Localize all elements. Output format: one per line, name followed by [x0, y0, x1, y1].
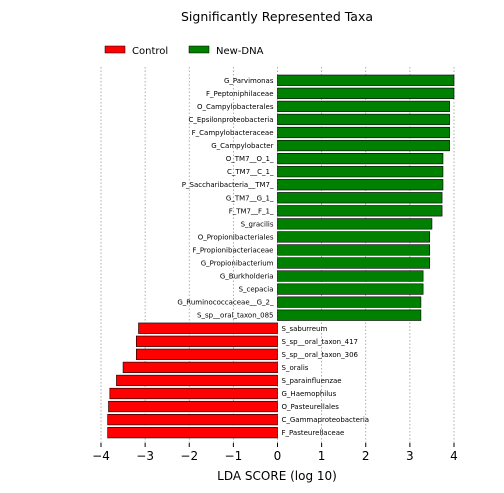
legend-swatch-control — [104, 45, 126, 54]
x-axis: −4 −3 −2 −1 0 1 2 3 4 — [92, 443, 458, 463]
x-tick-label: 2 — [362, 449, 370, 463]
bar-g-parvimonas — [277, 74, 455, 86]
bar-o-tm7-o-1- — [277, 153, 444, 165]
bar-label: F_Campylobacteraceae — [192, 129, 274, 137]
bar-label: F_TM7__F_1_ — [229, 207, 274, 215]
x-tick-label: −1 — [225, 449, 243, 463]
bar-c-tm7-c-1- — [277, 166, 444, 178]
bar-f-propionibacteriaceae — [277, 244, 431, 256]
x-axis-label: LDA SCORE (log 10) — [217, 469, 337, 483]
bar-label: S_parainfluenzae — [282, 377, 342, 385]
bar-label: S_saburreum — [282, 325, 328, 333]
bar-label: G_Campylobacter — [211, 142, 273, 150]
bar-label: S_sp__oral_taxon_306 — [282, 351, 359, 359]
bar-label: S_oralis — [282, 364, 309, 372]
legend-label-control: Control — [132, 46, 168, 57]
bar-s-oralis — [122, 361, 278, 374]
bar-f-campylobacteraceae — [277, 126, 450, 139]
bar-g-burkholderia — [277, 270, 424, 282]
bar-label: O_Propionibacteriales — [198, 233, 274, 241]
x-tick-label: −4 — [92, 449, 110, 463]
legend: Control New-DNA — [104, 45, 264, 57]
bar-s-parainfluenzae — [116, 374, 278, 387]
bar-f-tm7-f-1- — [277, 205, 443, 217]
bar-o-pasteurellales — [108, 400, 278, 413]
legend-swatch-new-dna — [188, 45, 210, 54]
bar-label: F_Pasteurellaceae — [282, 429, 345, 437]
x-tick-label: 4 — [450, 449, 458, 463]
bar-s-sp-oral-taxon-306 — [136, 348, 278, 360]
bar-label: S_sp__oral_taxon_085 — [197, 312, 273, 320]
bar-label: S_gracilis — [241, 220, 274, 228]
bar-f-pasteurellaceae — [107, 427, 278, 439]
bar-s-sp-oral-taxon-417 — [136, 335, 278, 347]
bar-label: C_Gammaproteobacteria — [282, 416, 370, 424]
legend-label-new-dna: New-DNA — [216, 46, 264, 57]
bar-s-sp-oral-taxon-085 — [277, 309, 422, 321]
bar-label: O_Pasteurellales — [282, 403, 340, 411]
bar-g-haemophilus — [109, 387, 278, 400]
bar-c-gammaproteobacteria — [107, 413, 278, 426]
bar-g-campylobacter — [277, 139, 450, 152]
bar-label: G_Propionibacterium — [201, 260, 274, 268]
bar-g-tm7-g-1- — [277, 192, 443, 204]
chart-title: Significantly Represented Taxa — [181, 9, 373, 24]
bar-label: F_Propionibacteriaceae — [192, 246, 273, 254]
x-tick-label: 3 — [406, 449, 414, 463]
bar-label: C_TM7__C_1_ — [227, 168, 274, 176]
x-tick-label: 1 — [318, 449, 326, 463]
bar-label: S_sp__oral_taxon_417 — [282, 338, 358, 346]
bar-o-propionibacteriales — [277, 231, 431, 243]
bars — [107, 74, 455, 439]
x-tick-label: −3 — [136, 449, 154, 463]
bar-c-epsilonproteobacteria — [277, 113, 450, 126]
bar-label: G_Burkholderia — [220, 273, 274, 281]
bar-s-gracilis — [277, 218, 433, 230]
bar-label: S_cepacia — [239, 286, 274, 294]
bar-label: O_TM7__O_1_ — [226, 155, 274, 163]
bar-p-saccharibacteria-tm7- — [277, 179, 444, 191]
bar-g-propionibacterium — [277, 257, 431, 269]
bar-label: G_Haemophilus — [282, 390, 337, 398]
bar-g-ruminococcaceae-g-2- — [277, 296, 422, 308]
bar-labels: G_Parvimonas F_Peptoniphilaceae O_Campylob… — [177, 77, 369, 437]
bar-s-saburreum — [138, 322, 278, 334]
bar-label: F_Peptoniphilaceae — [206, 90, 273, 98]
bar-label: O_Campylobacterales — [197, 103, 274, 111]
bar-label: G_Ruminococcaceae__G_2_ — [177, 299, 274, 307]
bar-label: C_Epsilonproteobacteria — [188, 116, 273, 124]
bar-label: G_Parvimonas — [224, 77, 274, 85]
x-tick-label: −2 — [180, 449, 198, 463]
bar-o-campylobacterales — [277, 100, 450, 112]
bar-f-peptoniphilaceae — [277, 87, 455, 99]
x-tick-label: 0 — [274, 449, 282, 463]
bar-s-cepacia — [277, 283, 424, 295]
bar-label: G_TM7__G_1_ — [226, 194, 274, 202]
bar-label: P_Saccharibacteria__TM7_ — [182, 181, 274, 189]
